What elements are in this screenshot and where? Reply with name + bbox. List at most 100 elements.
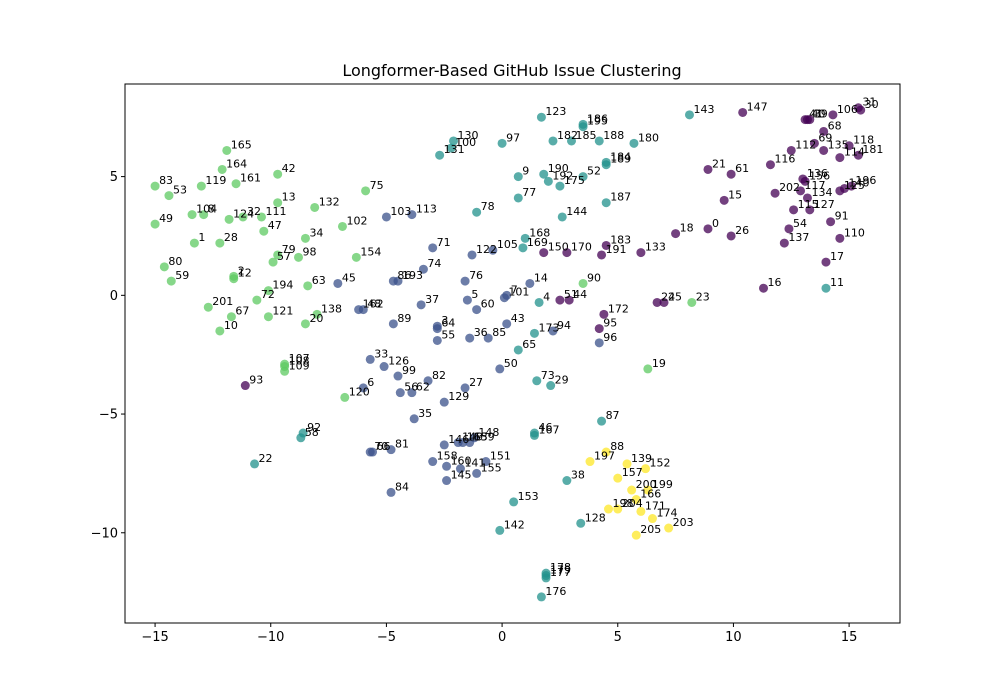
data-point-label: 124 [233, 207, 254, 220]
data-point-label: 203 [673, 516, 694, 529]
data-point-label: 142 [504, 518, 525, 531]
y-tick-label: 0 [110, 289, 118, 304]
data-point-label: 104 [196, 203, 217, 216]
data-point-label: 25 [668, 290, 682, 303]
data-point [643, 364, 653, 374]
data-point-label: 88 [610, 440, 624, 453]
data-point-label: 178 [550, 561, 571, 574]
data-point [497, 138, 507, 148]
data-point-label: 23 [696, 290, 710, 303]
data-point-label: 163 [467, 431, 488, 444]
data-point [664, 523, 674, 533]
data-point-label: 99 [402, 364, 416, 377]
data-point-label: 79 [282, 243, 296, 256]
data-point-label: 70 [374, 440, 388, 453]
data-point-label: 57 [277, 250, 291, 263]
data-point [622, 459, 632, 469]
data-point [386, 445, 396, 455]
data-point-label: 30 [865, 98, 879, 111]
data-point-label: 34 [309, 226, 323, 239]
data-point-label: 189 [610, 153, 631, 166]
data-point-label: 205 [640, 523, 661, 536]
data-point [534, 297, 544, 307]
data-point-label: 97 [506, 131, 520, 144]
data-point [726, 169, 736, 179]
data-point-label: 118 [853, 134, 874, 147]
data-point [467, 250, 477, 260]
data-point [472, 207, 482, 217]
data-point [520, 233, 530, 243]
data-point [613, 504, 623, 514]
data-point [263, 312, 273, 322]
data-point [601, 447, 611, 457]
data-point [273, 169, 283, 179]
data-point [796, 186, 806, 196]
data-point [187, 210, 197, 220]
data-point-label: 158 [437, 450, 458, 463]
data-point-label: 109 [289, 359, 310, 372]
data-point-label: 169 [527, 236, 548, 249]
data-point-label: 56 [404, 381, 418, 394]
data-point-label: 20 [309, 312, 323, 325]
data-point [555, 181, 565, 191]
data-point-label: 139 [631, 452, 652, 465]
data-point-label: 123 [545, 105, 566, 118]
data-point-label: 13 [282, 191, 296, 204]
data-point [472, 468, 482, 478]
data-point-label: 130 [458, 129, 479, 142]
data-point [548, 136, 558, 146]
data-point-label: 110 [844, 226, 865, 239]
data-point-label: 172 [608, 302, 629, 315]
data-point [268, 257, 278, 267]
data-point [460, 276, 470, 286]
data-point [435, 150, 445, 160]
data-point [250, 459, 260, 469]
data-point [765, 160, 775, 170]
y-axis: −10 −5 0 5 [91, 170, 125, 541]
data-point [597, 250, 607, 260]
data-point-label: 103 [390, 205, 411, 218]
data-point-label: 100 [455, 136, 476, 149]
data-point [312, 309, 322, 319]
data-point-label: 188 [603, 129, 624, 142]
data-point-label: 51 [564, 288, 578, 301]
data-point [465, 333, 475, 343]
data-point [215, 326, 225, 336]
data-point [365, 354, 375, 364]
data-point-label: 133 [645, 241, 666, 254]
data-point [562, 248, 572, 258]
data-point [684, 110, 694, 120]
data-point [252, 295, 262, 305]
data-point [786, 145, 796, 155]
data-point-label: 184 [610, 150, 631, 163]
data-point [481, 457, 491, 467]
data-point [826, 217, 836, 227]
data-point-label: 112 [795, 138, 816, 151]
data-point [418, 264, 428, 274]
x-tick-label: 10 [725, 630, 742, 645]
data-point-label: 17 [830, 250, 844, 263]
data-point-label: 155 [481, 461, 502, 474]
data-point [240, 381, 250, 391]
data-point-label: 19 [652, 357, 666, 370]
data-point [449, 136, 459, 146]
data-point [536, 592, 546, 602]
data-point-label: 2 [238, 264, 245, 277]
data-point-label: 121 [272, 305, 293, 318]
data-point-label: 186 [587, 112, 608, 125]
data-point [613, 473, 623, 483]
data-point [594, 324, 604, 334]
data-point-label: 54 [793, 217, 807, 230]
data-point-label: 187 [610, 191, 631, 204]
data-point [303, 281, 313, 291]
data-point-label: 24 [661, 290, 675, 303]
data-point [532, 376, 542, 386]
data-point-label: 3 [441, 314, 448, 327]
data-point-label: 179 [550, 564, 571, 577]
data-point-label: 191 [606, 243, 627, 256]
x-tick-label: 0 [498, 630, 506, 645]
data-point [789, 205, 799, 215]
data-point-label: 117 [805, 179, 826, 192]
data-point-label: 16 [768, 276, 782, 289]
x-tick-label: 15 [841, 630, 858, 645]
